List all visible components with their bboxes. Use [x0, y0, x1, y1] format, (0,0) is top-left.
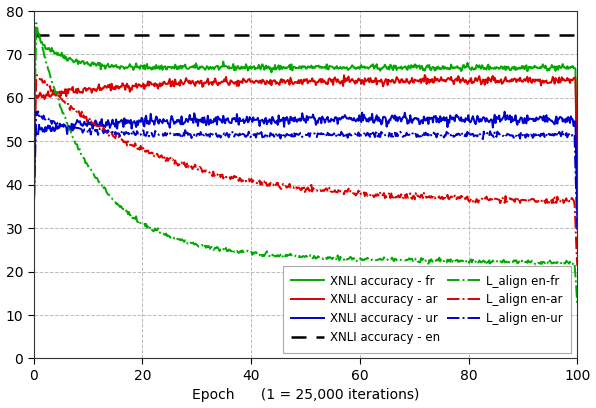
XNLI accuracy - fr: [277, 63, 284, 68]
L_align en-ur: [351, 131, 358, 136]
Line: L_align en-ar: L_align en-ar: [33, 75, 578, 266]
Legend: XNLI accuracy - fr, XNLI accuracy - ar, XNLI accuracy - ur, XNLI accuracy - en, : XNLI accuracy - fr, XNLI accuracy - ar, …: [283, 266, 572, 353]
L_align en-fr: [33, 21, 40, 26]
Line: XNLI accuracy - ur: XNLI accuracy - ur: [33, 112, 578, 224]
L_align en-fr: [440, 259, 448, 264]
XNLI accuracy - ur: [439, 118, 446, 122]
XNLI accuracy - fr: [351, 65, 358, 70]
Line: L_align en-ur: L_align en-ur: [33, 111, 578, 230]
X-axis label: Epoch      (1 = 25,000 iterations): Epoch (1 = 25,000 iterations): [192, 388, 419, 402]
Line: XNLI accuracy - fr: XNLI accuracy - fr: [33, 27, 578, 183]
XNLI accuracy - ar: [574, 189, 581, 194]
XNLI accuracy - ur: [350, 115, 358, 120]
L_align en-ar: [574, 263, 581, 268]
XNLI accuracy - ur: [30, 221, 37, 226]
L_align en-ar: [30, 192, 37, 197]
XNLI accuracy - en: [30, 33, 37, 38]
L_align en-ar: [351, 191, 358, 196]
Line: XNLI accuracy - ar: XNLI accuracy - ar: [33, 75, 578, 202]
L_align en-fr: [170, 236, 178, 241]
XNLI accuracy - fr: [127, 64, 134, 69]
Line: L_align en-fr: L_align en-fr: [33, 23, 578, 304]
L_align en-fr: [30, 161, 37, 166]
L_align en-fr: [351, 258, 358, 263]
L_align en-ur: [127, 132, 134, 137]
L_align en-fr: [127, 213, 134, 218]
XNLI accuracy - fr: [440, 67, 448, 71]
XNLI accuracy - ar: [393, 75, 401, 80]
XNLI accuracy - fr: [574, 181, 581, 186]
XNLI accuracy - ur: [393, 115, 401, 120]
XNLI accuracy - ar: [440, 79, 448, 84]
L_align en-ar: [394, 194, 401, 199]
XNLI accuracy - ur: [501, 109, 508, 114]
L_align en-ar: [127, 142, 134, 147]
XNLI accuracy - ar: [126, 89, 134, 94]
L_align en-ar: [33, 73, 41, 78]
XNLI accuracy - ur: [574, 216, 581, 221]
XNLI accuracy - fr: [170, 66, 178, 71]
XNLI accuracy - ar: [170, 84, 177, 89]
XNLI accuracy - ur: [170, 119, 177, 124]
XNLI accuracy - fr: [30, 155, 37, 160]
L_align en-ur: [394, 134, 401, 139]
L_align en-ar: [440, 193, 448, 198]
L_align en-ar: [277, 186, 284, 191]
XNLI accuracy - en: [35, 33, 42, 38]
L_align en-fr: [574, 302, 581, 307]
L_align en-ur: [277, 136, 284, 141]
L_align en-ur: [35, 109, 42, 114]
L_align en-ar: [170, 162, 178, 166]
XNLI accuracy - ar: [30, 199, 37, 204]
L_align en-ur: [30, 216, 37, 221]
XNLI accuracy - ur: [276, 119, 283, 124]
XNLI accuracy - ar: [350, 79, 358, 84]
XNLI accuracy - ur: [126, 121, 134, 126]
L_align en-ur: [440, 135, 448, 140]
XNLI accuracy - ar: [276, 82, 283, 87]
XNLI accuracy - ar: [421, 73, 429, 78]
L_align en-ur: [574, 227, 581, 232]
XNLI accuracy - fr: [394, 66, 401, 71]
L_align en-fr: [394, 259, 401, 264]
XNLI accuracy - fr: [32, 25, 39, 30]
L_align en-ur: [170, 133, 178, 138]
L_align en-fr: [277, 252, 284, 257]
